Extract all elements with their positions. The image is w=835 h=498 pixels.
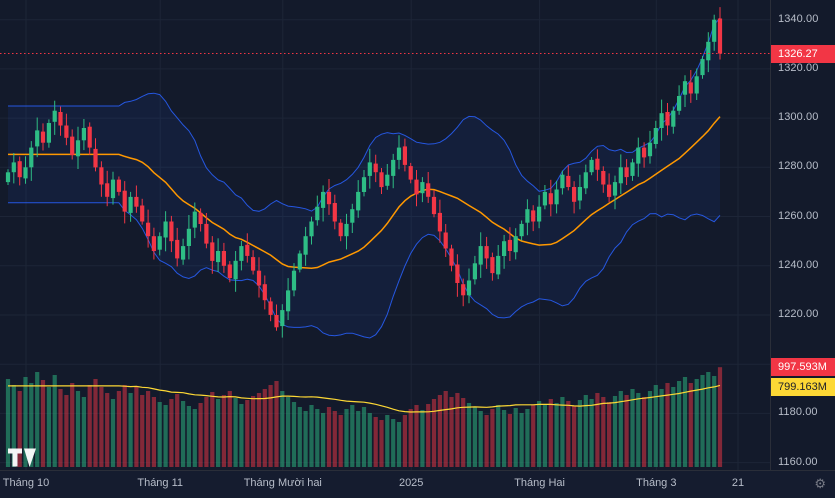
price-tick-label: 1240.00 — [778, 258, 819, 271]
volume-value-label: 997.593M — [771, 358, 835, 377]
chart-plot-area[interactable] — [0, 0, 770, 470]
time-tick-label[interactable]: Tháng 11 — [137, 477, 184, 489]
time-tick-label[interactable]: 21 — [731, 477, 745, 489]
time-tick-label[interactable]: Tháng 10 — [2, 477, 50, 489]
time-tick-label[interactable]: Tháng 3 — [636, 477, 677, 489]
price-tick-label: 1320.00 — [778, 61, 819, 74]
price-tick-label: 1260.00 — [778, 209, 819, 222]
bollinger-basis-line — [8, 116, 721, 270]
volume-bars — [5, 367, 723, 467]
price-axis[interactable]: 1326.27 997.593M 799.163M 1340.00 1320.00… — [770, 0, 835, 470]
tradingview-logo-icon — [8, 448, 36, 467]
volume-ma-value-label: 799.163M — [771, 378, 835, 397]
price-tick-label: 1280.00 — [778, 160, 819, 173]
settings-icon[interactable]: ⚙ — [814, 476, 826, 491]
price-tick-label: 1220.00 — [778, 308, 819, 320]
candlestick-chart-svg — [0, 0, 770, 470]
candles — [5, 7, 723, 338]
price-tick-label: 1160.00 — [778, 455, 818, 468]
price-tick-label: 1340.00 — [778, 12, 819, 25]
price-tick-label: 1180.00 — [778, 406, 818, 419]
time-tick-label[interactable]: 2025 — [398, 477, 424, 489]
last-price-label: 1326.27 — [771, 44, 835, 63]
time-tick-label[interactable]: Tháng Mười hai — [243, 477, 322, 489]
price-tick-label: 1300.00 — [778, 111, 819, 124]
tradingview-logo[interactable] — [8, 448, 38, 468]
volume-ma-line — [8, 384, 721, 413]
time-tick-label[interactable]: Tháng Hai — [514, 477, 565, 489]
time-axis[interactable]: ⚙ Tháng 10 Tháng 11 Tháng Mười hai 2025 Thán… — [0, 470, 835, 498]
